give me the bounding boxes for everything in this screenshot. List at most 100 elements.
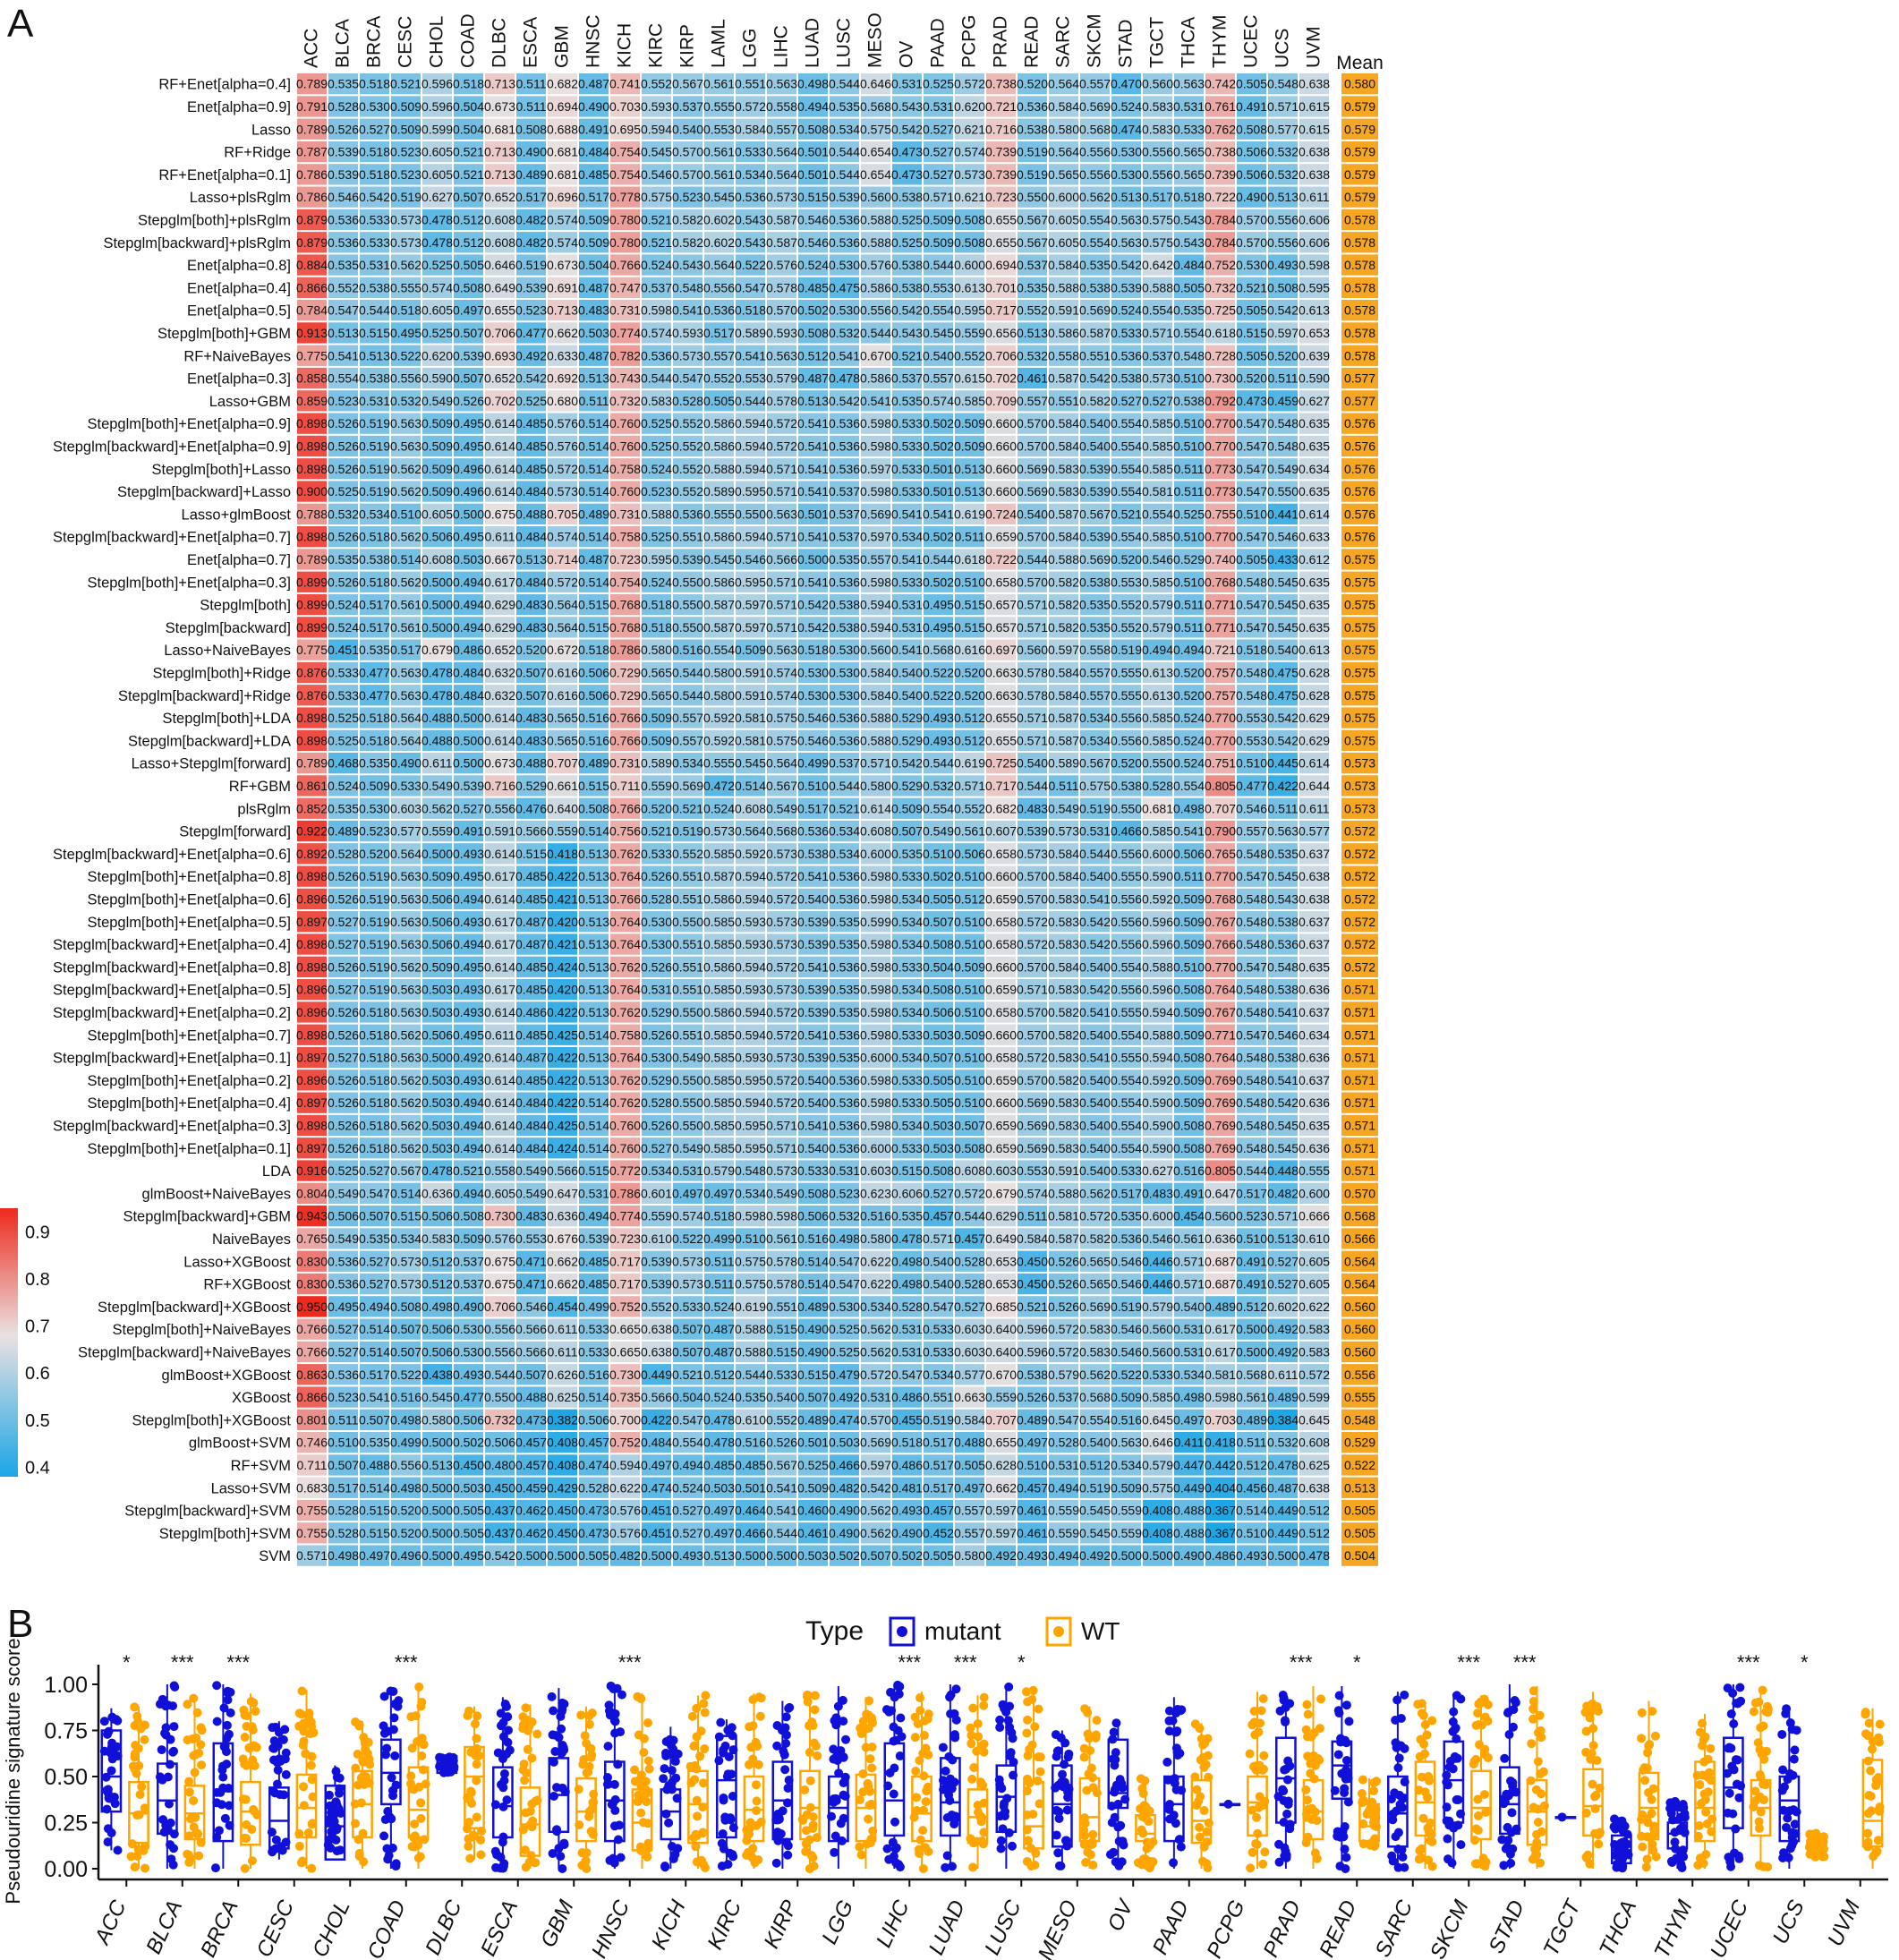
cell-value: 0.494 xyxy=(1048,1548,1079,1563)
cell-value: 0.761 xyxy=(1205,99,1236,114)
x-tick-label: BLCA xyxy=(141,1896,187,1957)
data-point xyxy=(383,1854,392,1863)
cell-value: 0.411 xyxy=(1174,1436,1205,1450)
cell-value: 0.457 xyxy=(515,1458,547,1472)
cell-value: 0.511 xyxy=(1174,484,1205,499)
cell-value: 0.562 xyxy=(390,484,422,499)
cell-value: 0.546 xyxy=(1142,552,1173,567)
cell-value: 0.526 xyxy=(641,1118,672,1132)
cell-value: 0.589 xyxy=(703,484,735,499)
cell-value: 0.408 xyxy=(1142,1504,1173,1518)
cell-value: 0.531 xyxy=(1079,824,1111,839)
cell-value: 0.638 xyxy=(1299,891,1330,906)
cell-value: 0.638 xyxy=(1299,77,1330,91)
cell-value: 0.536 xyxy=(328,1254,359,1268)
cell-value: 0.537 xyxy=(829,507,860,521)
cell-value: 0.506 xyxy=(578,688,609,703)
cell-value: 0.585 xyxy=(1142,439,1173,453)
cell-value: 0.659 xyxy=(985,1073,1017,1087)
cell-value: 0.573 xyxy=(1048,824,1079,839)
cell-value: 0.565 xyxy=(1048,167,1079,182)
cell-value: 0.658 xyxy=(985,915,1017,929)
cell-value: 0.614 xyxy=(484,462,515,476)
cell-value: 0.490 xyxy=(390,756,422,771)
cell-value: 0.525 xyxy=(891,212,923,226)
cell-value: 0.565 xyxy=(547,733,578,747)
cell-value: 0.619 xyxy=(954,507,985,521)
row-label: glmBoost+SVM xyxy=(189,1436,291,1452)
cell-value: 0.543 xyxy=(1173,212,1205,226)
cell-value: 0.670 xyxy=(860,348,891,362)
cell-value: 0.542 xyxy=(1079,915,1111,929)
cell-value: 0.492 xyxy=(515,348,547,362)
cell-value: 0.488 xyxy=(1173,1504,1205,1518)
cell-value: 0.572 xyxy=(766,416,797,430)
cell-value: 0.547 xyxy=(1236,598,1267,612)
cell-value: 0.679 xyxy=(422,643,453,657)
mean-value: 0.578 xyxy=(1344,280,1375,294)
cell-value: 0.457 xyxy=(923,1504,954,1518)
cell-value: 0.605 xyxy=(484,1186,515,1200)
cell-value: 0.509 xyxy=(797,1480,829,1495)
cell-value: 0.516 xyxy=(390,1390,422,1404)
cell-value: 0.896 xyxy=(296,1073,328,1087)
cell-value: 0.495 xyxy=(453,439,484,453)
row-label: Stepglm[both]+NaiveBayes xyxy=(113,1322,292,1338)
cell-value: 0.495 xyxy=(453,1027,484,1042)
cell-value: 0.613 xyxy=(1142,665,1173,679)
data-point xyxy=(336,1845,345,1854)
cell-value: 0.523 xyxy=(390,145,422,159)
cell-value: 0.509 xyxy=(422,462,453,476)
cell-value: 0.556 xyxy=(1267,212,1299,226)
row-label: RF+GBM xyxy=(229,779,291,795)
cell-value: 0.533 xyxy=(797,1163,829,1178)
cell-value: 0.898 xyxy=(296,959,328,974)
cell-value: 0.596 xyxy=(422,77,453,91)
cell-value: 0.746 xyxy=(296,1436,328,1450)
cell-value: 0.535 xyxy=(359,643,390,657)
cell-value: 0.682 xyxy=(985,801,1017,815)
row-label: Enet[alpha=0.9] xyxy=(187,99,291,115)
mean-value: 0.529 xyxy=(1344,1436,1375,1450)
cell-value: 0.461 xyxy=(1017,371,1048,386)
cell-value: 0.420 xyxy=(547,915,578,929)
cell-value: 0.593 xyxy=(735,983,766,997)
cell-value: 0.523 xyxy=(641,484,672,499)
cell-value: 0.522 xyxy=(390,348,422,362)
cell-value: 0.773 xyxy=(1205,484,1236,499)
row-label: RF+XGBoost xyxy=(203,1277,291,1293)
cell-value: 0.591 xyxy=(735,665,766,679)
cell-value: 0.636 xyxy=(1205,1231,1236,1246)
cell-value: 0.550 xyxy=(484,1390,515,1404)
cell-value: 0.528 xyxy=(328,1504,359,1518)
cell-value: 0.418 xyxy=(1205,1436,1236,1450)
cell-value: 0.537 xyxy=(453,1277,484,1291)
cell-value: 0.597 xyxy=(735,620,766,635)
cell-value: 0.751 xyxy=(1205,756,1236,771)
cell-value: 0.437 xyxy=(484,1504,515,1518)
cell-value: 0.588 xyxy=(703,462,735,476)
cell-value: 0.598 xyxy=(860,983,891,997)
cell-value: 0.590 xyxy=(1142,1095,1173,1110)
cell-value: 0.705 xyxy=(547,507,578,521)
cell-value: 0.556 xyxy=(1111,983,1142,997)
cell-value: 0.583 xyxy=(1142,99,1173,114)
cell-value: 0.527 xyxy=(328,983,359,997)
cell-value: 0.483 xyxy=(515,620,547,635)
cell-value: 0.574 xyxy=(547,235,578,250)
cell-value: 0.716 xyxy=(484,779,515,793)
cell-value: 0.476 xyxy=(515,801,547,815)
cell-value: 0.523 xyxy=(328,394,359,408)
data-point xyxy=(132,1712,141,1721)
cell-value: 0.546 xyxy=(1267,1027,1299,1042)
cell-value: 0.493 xyxy=(453,915,484,929)
cell-value: 0.459 xyxy=(515,1480,547,1495)
cell-value: 0.554 xyxy=(1111,484,1142,499)
cell-value: 0.540 xyxy=(1267,643,1299,657)
cell-value: 0.512 xyxy=(453,235,484,250)
cell-value: 0.572 xyxy=(860,1368,891,1382)
cell-value: 0.494 xyxy=(1142,643,1173,657)
cell-value: 0.583 xyxy=(641,394,672,408)
cell-value: 0.511 xyxy=(1268,801,1299,815)
cell-value: 0.537 xyxy=(672,99,703,114)
